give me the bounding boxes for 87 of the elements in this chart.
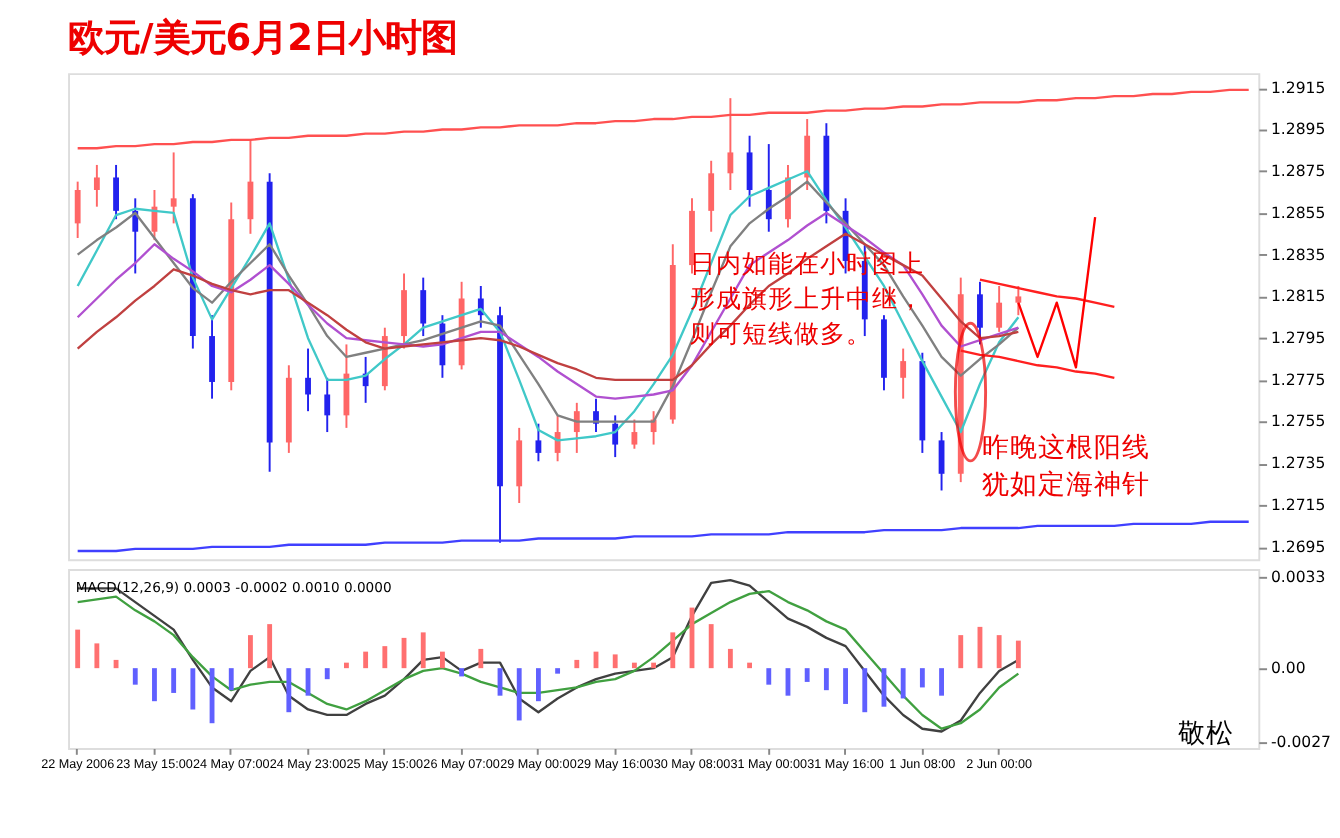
candlestick (1015, 285, 1022, 317)
bar (286, 668, 292, 713)
candlestick (727, 97, 734, 191)
bar (958, 635, 964, 669)
line-series (76, 88, 1250, 150)
line-series (978, 278, 1116, 309)
candlestick (209, 314, 215, 400)
candlestick (516, 426, 523, 504)
chart-title: 欧元/美元6月2日小时图 (68, 17, 457, 60)
bar (843, 668, 848, 704)
bar (862, 668, 868, 713)
y-tick-label: 1.2775 (1270, 370, 1326, 389)
annotation: 敬松 (1177, 718, 1234, 751)
candlestick (900, 347, 907, 400)
bar (535, 668, 541, 702)
y-tick-label: 1.2815 (1270, 287, 1326, 306)
y-tick-label: 1.2875 (1270, 162, 1326, 181)
bar (612, 654, 618, 669)
bar (267, 624, 273, 669)
bar (171, 668, 177, 693)
candlestick (977, 280, 983, 346)
candlestick (554, 414, 561, 463)
annotation: 昨晚这根阳线犹如定海神针 (982, 432, 1151, 502)
bar (228, 668, 234, 691)
candlestick (401, 272, 407, 350)
bar (132, 668, 138, 685)
candlestick (420, 276, 427, 338)
bar (823, 668, 829, 691)
candlestick (93, 163, 100, 208)
bar (439, 651, 445, 669)
candlestick (631, 418, 638, 450)
y-tick-label: 1.2915 (1270, 78, 1326, 97)
bar (919, 668, 925, 688)
y-tick-label: 1.2855 (1270, 203, 1326, 222)
bar (727, 648, 733, 669)
candlestick (996, 285, 1003, 333)
bar (94, 643, 100, 669)
bar (344, 662, 349, 669)
line-series (76, 232, 1020, 382)
y-tick-label: 1.2715 (1270, 495, 1326, 514)
line-series (76, 211, 1020, 400)
candlestick (305, 347, 311, 413)
bar (766, 668, 772, 685)
candlestick (170, 151, 177, 225)
bar (382, 646, 388, 669)
candlestick (804, 118, 811, 191)
line-series (76, 520, 1250, 553)
bar (516, 668, 522, 721)
bar (75, 629, 81, 669)
y-tick-label: 1.2835 (1270, 245, 1326, 264)
bar (804, 668, 810, 682)
bar (152, 668, 157, 702)
y-tick-label: 1.2755 (1270, 412, 1326, 431)
bar (555, 668, 561, 674)
line-series (1017, 215, 1097, 369)
bar (651, 662, 657, 669)
bar (747, 662, 753, 669)
candlestick (573, 401, 580, 454)
candlestick (765, 143, 772, 233)
bar (631, 662, 637, 669)
bar (900, 668, 906, 699)
bar (939, 668, 944, 696)
candlestick (535, 422, 542, 463)
candlestick (708, 159, 715, 233)
bar (478, 648, 484, 669)
y-tick-label: 1.2795 (1270, 329, 1326, 348)
y-tick-label: 1.2895 (1270, 120, 1326, 139)
candlestick (324, 376, 331, 434)
y-tick-label: 0.00 (1270, 659, 1306, 678)
bar (324, 668, 330, 680)
candlestick (113, 163, 119, 221)
y-tick-label: -0.0027 (1270, 733, 1332, 752)
bar (459, 668, 465, 677)
bar (190, 668, 196, 710)
candlestick (74, 180, 81, 239)
bar (248, 635, 253, 669)
bar (670, 632, 676, 669)
line-series (959, 349, 1116, 379)
bar (420, 632, 426, 669)
bar (708, 624, 714, 669)
y-tick-label: 1.2735 (1270, 454, 1326, 473)
bar (996, 635, 1002, 669)
bar (1015, 640, 1021, 669)
y-tick-label: 1.2695 (1270, 537, 1326, 556)
y-tick-label: 0.0033 (1270, 568, 1326, 587)
bar (574, 659, 580, 669)
bar (363, 651, 369, 669)
